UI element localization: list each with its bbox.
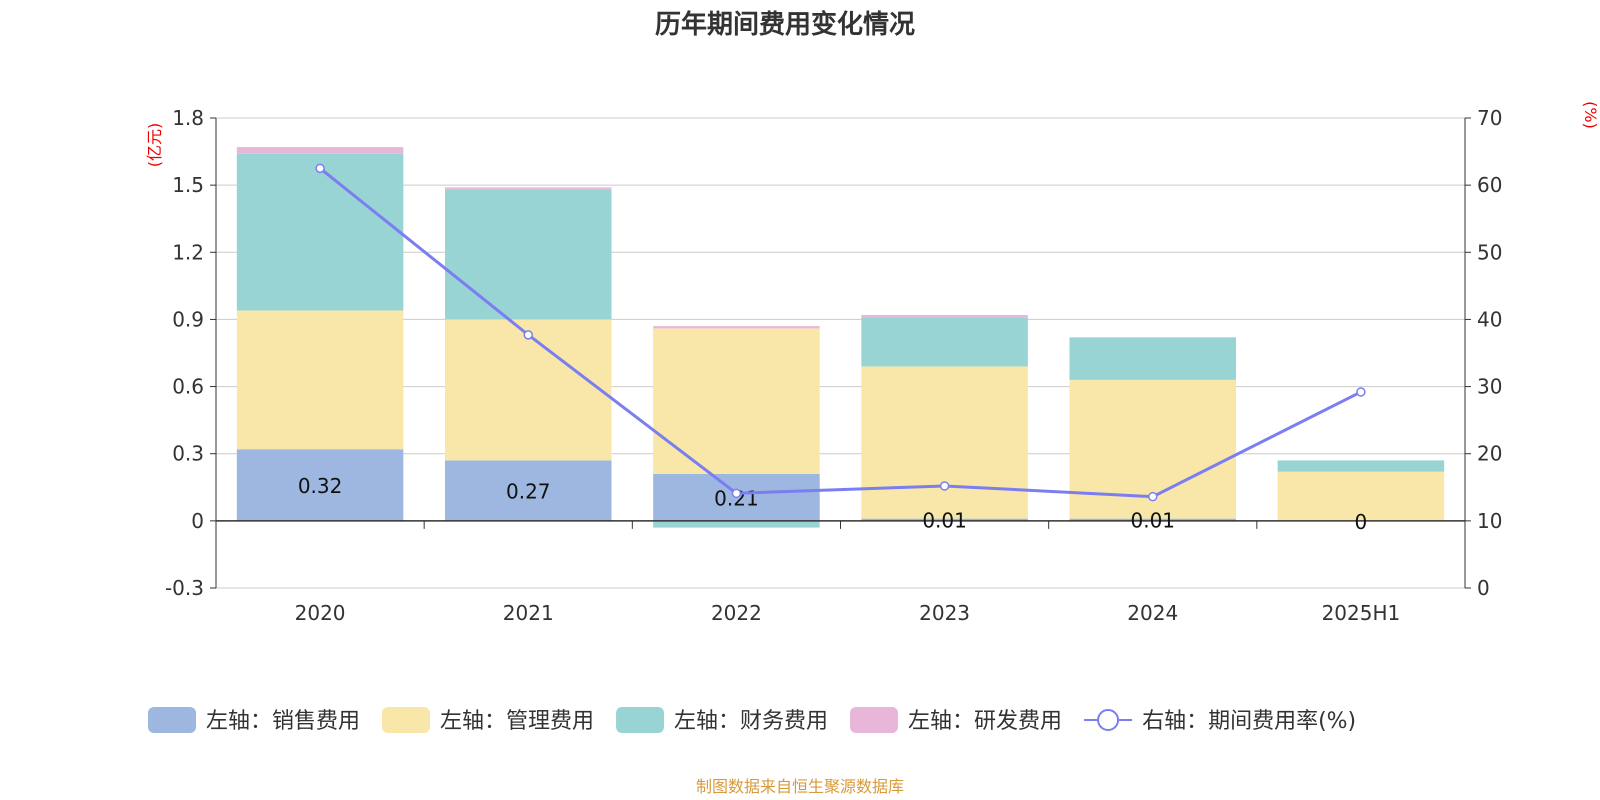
bar-segment — [1069, 518, 1237, 521]
legend-swatch — [616, 707, 665, 733]
right-tick-label: 40 — [1477, 307, 1502, 331]
left-tick-label: -0.3 — [165, 576, 204, 600]
left-tick-label: 0 — [191, 509, 204, 533]
legend-label: 左轴：管理费用 — [440, 709, 594, 734]
bar-segment — [861, 366, 1028, 519]
bar-segment — [236, 147, 404, 154]
category-label: 2022 — [711, 601, 762, 625]
right-tick-label: 0 — [1477, 576, 1490, 600]
category-label: 2025H1 — [1322, 601, 1401, 625]
bar-segment — [653, 520, 820, 528]
category-label: 2020 — [295, 601, 346, 625]
chart-title: 历年期间费用变化情况 — [655, 9, 915, 40]
left-axis-unit: (亿元) — [145, 123, 164, 168]
left-tick-label: 1.2 — [172, 240, 204, 264]
data-label: 0.27 — [506, 480, 551, 504]
axes: -0.3 0 0.3 0.6 0.9 1.2 1.5 1.8 0 10 20 30 40 50 60 70 20… — [165, 106, 1502, 625]
left-tick-label: 0.9 — [172, 307, 204, 331]
bar-segment — [444, 189, 612, 320]
category-label: 2024 — [1127, 601, 1178, 625]
bar-segment — [236, 449, 404, 521]
expense-rate-line — [319, 167, 1362, 499]
legend-swatch — [850, 707, 899, 733]
line-layer — [315, 163, 1366, 502]
bar-segment — [1069, 337, 1237, 380]
bar-segment — [236, 153, 404, 311]
bar-segment — [653, 328, 820, 474]
left-tick-label: 0.3 — [172, 442, 204, 466]
right-axis-unit: (%) — [1581, 101, 1600, 129]
bar-segment — [861, 518, 1028, 521]
data-label: 0.32 — [298, 474, 343, 498]
bar-segment — [1277, 460, 1445, 472]
bar-segment — [861, 317, 1028, 367]
legend-circle-marker — [1097, 709, 1120, 731]
data-label: 0.01 — [922, 509, 967, 533]
legend-label: 左轴：销售费用 — [206, 709, 360, 734]
category-label: 2023 — [919, 601, 970, 625]
legend: 左轴：销售费用 左轴：管理费用 左轴：财务费用 左轴：研发费用 右轴：期间费用率(%) — [148, 707, 1356, 734]
bar-segment — [1277, 471, 1445, 521]
bar-segment — [653, 326, 820, 329]
expense-rate-point — [939, 481, 950, 491]
legend-label: 右轴：期间费用率(%) — [1142, 709, 1356, 734]
legend-swatch — [148, 707, 196, 733]
left-tick-label: 0.6 — [172, 375, 204, 399]
data-label: 0.01 — [1130, 509, 1175, 533]
bar-layer — [236, 147, 1445, 528]
expense-rate-point — [1356, 387, 1366, 397]
right-tick-label: 30 — [1477, 375, 1502, 399]
right-tick-label: 50 — [1477, 240, 1502, 264]
expense-rate-point — [315, 163, 325, 174]
left-tick-label: 1.5 — [172, 173, 204, 197]
bar-segment — [236, 310, 404, 450]
right-tick-label: 70 — [1477, 106, 1502, 130]
bar-segment — [444, 319, 612, 461]
legend-label: 左轴：财务费用 — [674, 709, 828, 734]
left-tick-label: 1.8 — [172, 106, 204, 130]
expense-rate-point — [523, 330, 533, 340]
bar-segment — [444, 187, 612, 190]
right-tick-label: 20 — [1477, 442, 1502, 466]
legend-label: 左轴：研发费用 — [908, 709, 1062, 734]
expense-rate-point — [731, 488, 742, 499]
category-label: 2021 — [503, 601, 554, 625]
right-tick-label: 60 — [1477, 173, 1502, 197]
bar-segment — [444, 460, 612, 521]
data-label: 0 — [1355, 510, 1368, 534]
bar-segment — [861, 314, 1028, 318]
data-label-layer: 0.32 0.27 0.210.01 0.01 0 — [298, 474, 1367, 534]
legend-swatch — [382, 707, 431, 733]
expense-rate-point — [1148, 491, 1158, 502]
right-tick-label: 10 — [1477, 509, 1502, 533]
data-source-note: 制图数据来自恒生聚源数据库 — [695, 777, 904, 796]
